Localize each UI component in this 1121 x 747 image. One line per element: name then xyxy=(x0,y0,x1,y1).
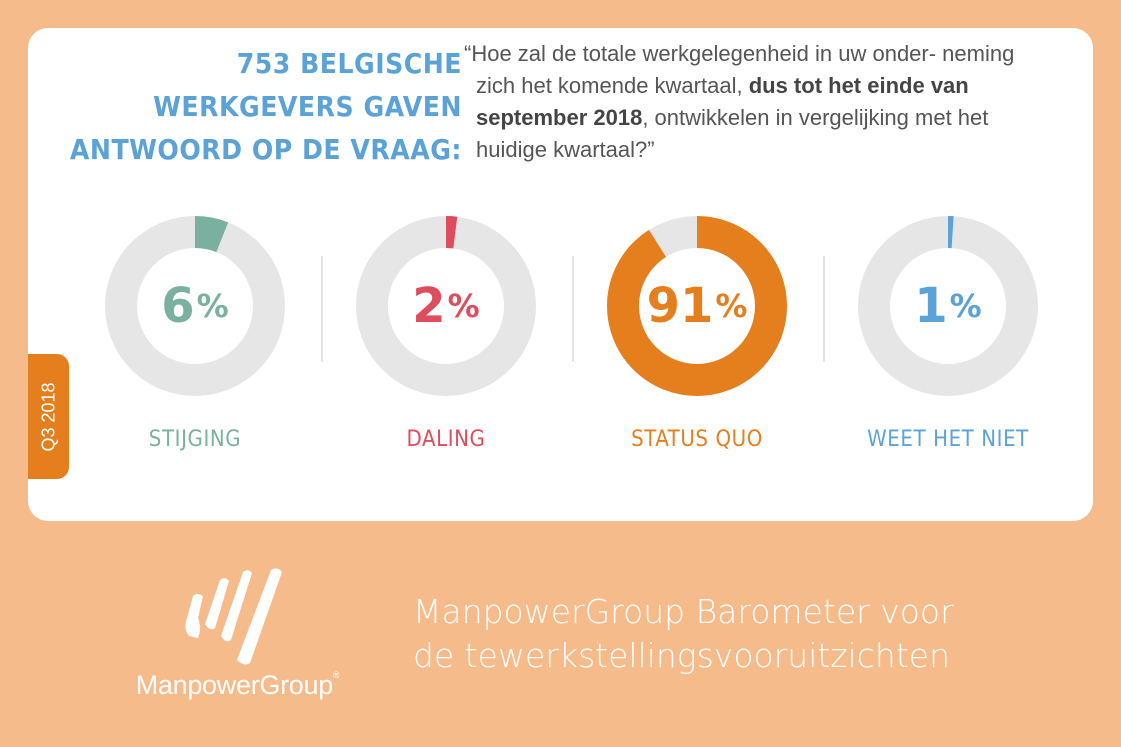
footer-title-line: de tewerkstellingsvooruitzichten xyxy=(413,636,951,675)
data-label: 2% xyxy=(356,216,536,396)
data-label: 91% xyxy=(607,216,787,396)
category-label: DALING xyxy=(406,427,486,452)
brand-text: ManpowerGroup xyxy=(135,670,334,700)
donut-chart: 6% xyxy=(105,216,285,396)
question-text-end: , ontwikkelen in vergelijking met het hu… xyxy=(476,105,989,162)
question-text: “Hoe zal de totale werkgelegenheid in uw… xyxy=(464,38,1016,166)
survey-card xyxy=(28,28,1093,521)
question-heading: 753 BELGISCHE WERKGEVERS GAVEN ANTWOORD … xyxy=(50,42,462,171)
donut-svg xyxy=(607,216,787,396)
donut-svg xyxy=(858,216,1038,396)
period-label: Q3 2018 xyxy=(38,381,58,452)
category-label: WEET HET NIET xyxy=(867,427,1029,452)
data-label: 1% xyxy=(858,216,1038,396)
donut-value-arc xyxy=(858,216,1038,396)
column-divider xyxy=(321,256,323,362)
question-text-bold: dus tot het einde van september 2018 xyxy=(476,73,969,130)
footer-title: ManpowerGroup Barometer voor de tewerkst… xyxy=(413,590,1093,678)
donut-value-arc xyxy=(356,216,536,396)
percentage-value: 6 xyxy=(161,278,195,334)
donut-value-arc xyxy=(607,216,787,396)
donut-svg xyxy=(105,216,285,396)
brand-name: ManpowerGroup® xyxy=(110,670,365,701)
data-label: 6% xyxy=(105,216,285,396)
donut-value-arc xyxy=(105,216,285,396)
category-label: STIJGING xyxy=(148,427,242,452)
percentage-value: 91 xyxy=(646,278,714,334)
manpowergroup-stripes-icon xyxy=(185,568,282,665)
period-tab: Q3 2018 xyxy=(28,354,69,479)
registered-mark: ® xyxy=(332,670,340,680)
donut-svg xyxy=(356,216,536,396)
column-divider xyxy=(823,256,825,362)
percent-sign: % xyxy=(715,287,748,325)
percent-sign: % xyxy=(949,287,982,325)
percent-sign: % xyxy=(196,287,229,325)
donut-chart: 2% xyxy=(356,216,536,396)
heading-line: ANTWOORD OP DE VRAAG: xyxy=(69,133,462,166)
heading-line: 753 BELGISCHE xyxy=(236,47,462,80)
footer-title-line: ManpowerGroup Barometer voor xyxy=(413,592,954,631)
column-divider xyxy=(572,256,574,362)
donut-chart: 1% xyxy=(858,216,1038,396)
category-label: STATUS QUO xyxy=(631,427,763,452)
manpowergroup-logo: ManpowerGroup® xyxy=(110,566,365,706)
percent-sign: % xyxy=(447,287,480,325)
donut-chart: 91% xyxy=(607,216,787,396)
question-text-start: “Hoe zal de totale werkgelegenheid in uw… xyxy=(464,41,1015,98)
percentage-value: 1 xyxy=(914,278,948,334)
percentage-value: 2 xyxy=(412,278,446,334)
heading-line: WERKGEVERS GAVEN xyxy=(153,90,462,123)
